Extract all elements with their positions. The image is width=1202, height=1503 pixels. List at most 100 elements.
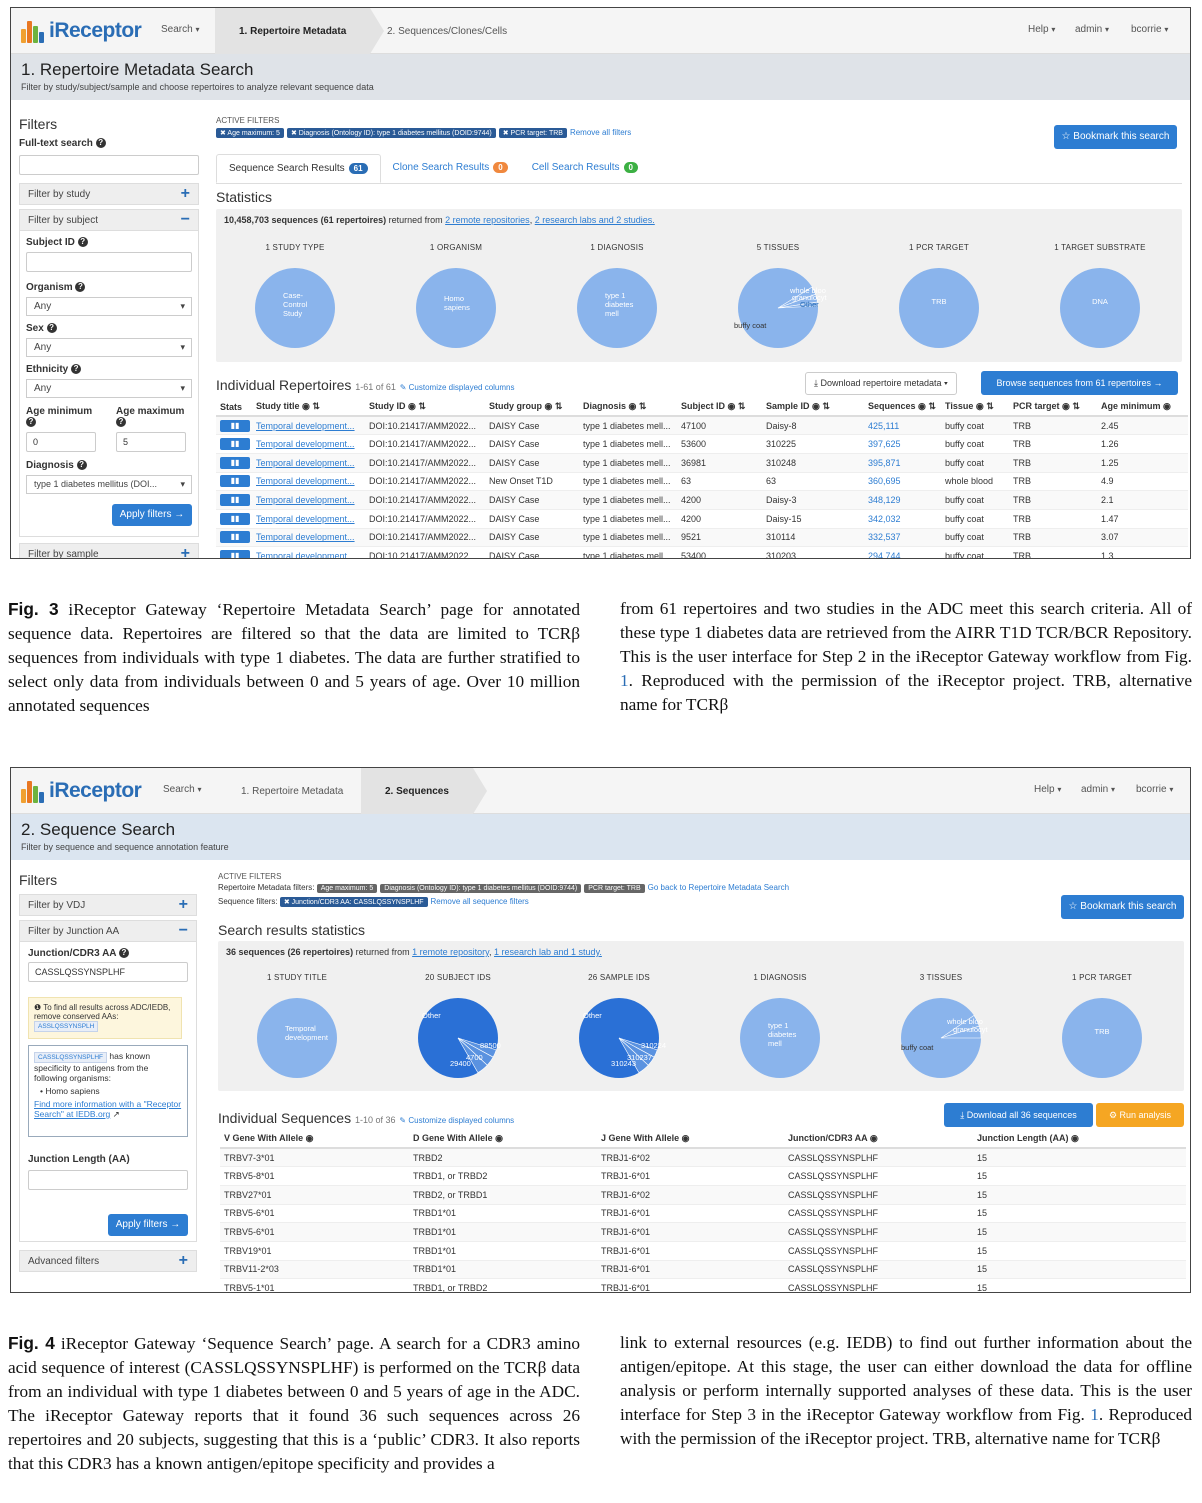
table-row: ▮▮ Temporal development... DOI:10.21417/AM… [216,471,1188,491]
sex-select[interactable]: Any [26,338,192,357]
stats-button[interactable]: ▮▮ [220,438,250,451]
pie-title: 3 TISSUES [919,973,963,982]
column-header[interactable]: Study ID ◉ ⇅ [365,398,485,417]
run-analysis-button[interactable]: ⚙ Run analysis [1096,1103,1184,1127]
table-cell[interactable]: Temporal development... [252,508,365,529]
step-sequences[interactable]: 2. Sequences/Clones/Cells [387,25,508,37]
filter-chip-junction[interactable]: ✖ Junction/CDR3 AA: CASSLQSSYNSPLHF [279,897,428,907]
table-cell[interactable]: Temporal development... [252,415,365,435]
table-cell: TRBV7-3*01 [220,1147,409,1167]
help-menu[interactable]: Help ▾ [1028,24,1056,35]
column-header[interactable]: PCR target ◉ ⇅ [1009,398,1097,417]
table-cell[interactable]: Temporal development... [252,490,365,510]
filter-by-subject[interactable]: Filter by subject − [19,209,199,231]
stats-button[interactable]: ▮▮ [220,475,250,488]
statistics-panel: 10,458,703 sequences (61 repertoires) re… [216,209,1182,362]
column-header[interactable]: Diagnosis ◉ ⇅ [579,398,677,417]
table-cell[interactable]: Temporal development... [252,527,365,547]
advanced-filters[interactable]: Advanced filters + [19,1250,197,1272]
apply-filters-button[interactable]: Apply filters → [112,504,192,526]
column-header[interactable]: Tissue ◉ ⇅ [941,398,1009,417]
column-header[interactable]: V Gene With Allele ◉ [220,1130,409,1149]
step-repertoire-metadata[interactable]: 1. Repertoire Metadata [215,8,385,54]
bookmark-button[interactable]: ☆ Bookmark this search [1054,125,1177,149]
filter-chip-diagnosis[interactable]: ✖ Diagnosis (Ontology ID): type 1 diabet… [286,128,496,138]
fulltext-input[interactable] [19,155,199,175]
filter-by-vdj[interactable]: Filter by VDJ + [19,894,197,916]
remove-sequence-filters-link[interactable]: Remove all sequence filters [430,897,529,906]
column-header[interactable]: Subject ID ◉ ⇅ [677,398,762,417]
search-menu[interactable]: Search ▾ [161,24,200,35]
step-repertoire-metadata[interactable]: 1. Repertoire Metadata [241,785,344,797]
junction-length-input[interactable] [28,1170,188,1190]
customize-columns-link[interactable]: ✎ Customize displayed columns [399,1116,515,1125]
step-sequences[interactable]: 2. Sequences [361,768,487,814]
filter-by-junction[interactable]: Filter by Junction AA − [19,920,197,942]
remove-all-filters-link[interactable]: Remove all filters [569,128,632,137]
logo[interactable]: iReceptor [21,777,142,805]
tab-sequences[interactable]: Sequence Search Results 61 [216,154,381,183]
column-header[interactable]: Age minimum ◉ [1097,398,1188,417]
pie-title: 1 STUDY TYPE [265,243,325,252]
customize-columns-link[interactable]: ✎ Customize displayed columns [399,383,515,392]
pie-label: buffy coat [901,1043,934,1052]
column-header[interactable]: Sample ID ◉ ⇅ [762,398,864,417]
stats-button[interactable]: ▮▮ [220,456,250,469]
organism-select[interactable]: Any [26,297,192,316]
column-header[interactable]: D Gene With Allele ◉ [409,1130,597,1149]
tab-clones[interactable]: Clone Search Results 0 [381,154,520,183]
stats-button[interactable]: ▮▮ [220,550,250,558]
filter-by-study[interactable]: Filter by study + [19,183,199,205]
table-cell[interactable]: Temporal development... [252,471,365,491]
ethnicity-select[interactable]: Any [26,379,192,398]
logo[interactable]: iReceptor [21,17,142,45]
age-max-input[interactable]: 5 [116,432,186,452]
age-min-input[interactable]: 0 [26,432,96,452]
table-cell[interactable]: Temporal development... [252,546,365,558]
table-cell: TRBJ1-6*02 [597,1147,784,1167]
stats-button[interactable]: ▮▮ [220,531,250,544]
help-icon: ? [71,364,82,375]
subject-id-input[interactable] [26,252,192,272]
column-header[interactable]: Study group ◉ ⇅ [485,398,579,417]
filter-chip-age[interactable]: ✖ Age maximum: 5 [216,128,284,138]
junction-input[interactable]: CASSLQSSYNSPLHF [28,962,188,982]
tab-cells[interactable]: Cell Search Results 0 [520,154,650,183]
pie-slice [1062,998,1142,1078]
stats-button[interactable]: ▮▮ [220,419,250,432]
user-menu[interactable]: bcorrie ▾ [1136,784,1174,795]
browse-sequences-button[interactable]: Browse sequences from 61 repertoires → [981,371,1178,395]
download-metadata-button[interactable]: ⤓ Download repertoire metadata ▾ [805,372,957,395]
table-cell[interactable]: Temporal development... [252,452,365,473]
user-menu[interactable]: bcorrie ▾ [1131,24,1169,35]
column-header[interactable]: Sequences ◉ ⇅ [864,398,941,417]
admin-menu[interactable]: admin ▾ [1081,784,1116,795]
table-cell: TRBD1*01 [409,1240,597,1261]
column-header[interactable]: Stats [216,398,252,417]
filter-chip-pcr[interactable]: ✖ PCR target: TRB [498,128,567,138]
sequence-search-screenshot: iReceptor Search ▾ 1. Repertoire Metadat… [10,767,1191,1293]
bookmark-button[interactable]: ☆ Bookmark this search [1061,895,1184,919]
table-cell: CASSLQSSYNSPLHF [784,1147,973,1167]
go-back-link[interactable]: Go back to Repertoire Metadata Search [647,883,790,892]
admin-menu[interactable]: admin ▾ [1075,24,1110,35]
help-icon[interactable]: ? [95,138,106,149]
table-cell[interactable]: Temporal development... [252,434,365,454]
table-cell: TRB [1009,527,1097,547]
column-header[interactable]: Junction Length (AA) ◉ [973,1130,1186,1149]
help-menu[interactable]: Help ▾ [1034,784,1062,795]
column-header[interactable]: Junction/CDR3 AA ◉ [784,1130,973,1149]
column-header[interactable]: Study title ◉ ⇅ [252,398,365,417]
apply-filters-button[interactable]: Apply filters → [108,1214,188,1236]
diagnosis-select[interactable]: type 1 diabetes mellitus (DOI... [26,475,192,494]
filter-by-sample[interactable]: Filter by sample + [19,543,199,558]
column-header[interactable]: J Gene With Allele ◉ [597,1130,784,1149]
stats-button[interactable]: ▮▮ [220,494,250,507]
iedb-link[interactable]: Find more information with a "Receptor S… [34,1099,182,1119]
download-sequences-button[interactable]: ⤓ Download all 36 sequences [944,1103,1093,1127]
stats-button[interactable]: ▮▮ [220,512,250,525]
search-menu[interactable]: Search ▾ [163,784,202,795]
table-cell: TRBJ1-6*01 [597,1222,784,1242]
